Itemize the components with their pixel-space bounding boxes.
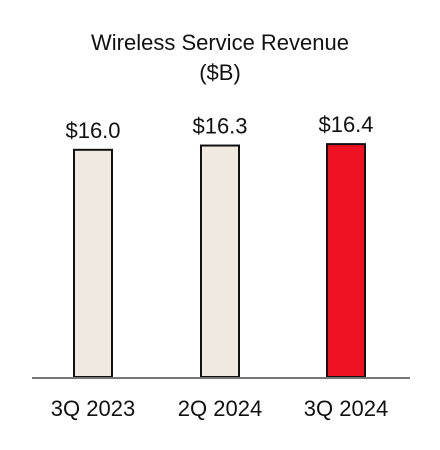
bar-3q-2023 [73, 148, 113, 378]
bar-3q-2024 [326, 143, 366, 378]
x-tick-label: 3Q 2024 [304, 396, 388, 421]
x-tick-label: 2Q 2024 [178, 396, 262, 421]
chart-title: Wireless Service Revenue [91, 30, 349, 55]
bar-2q-2024 [200, 144, 240, 378]
chart-title-block: Wireless Service Revenue ($B) [0, 28, 440, 88]
data-label: $16.0 [65, 118, 120, 143]
x-tick-label: 3Q 2023 [51, 396, 135, 421]
data-label: $16.3 [192, 114, 247, 139]
chart-subtitle: ($B) [199, 60, 241, 85]
data-label: $16.4 [318, 112, 373, 137]
